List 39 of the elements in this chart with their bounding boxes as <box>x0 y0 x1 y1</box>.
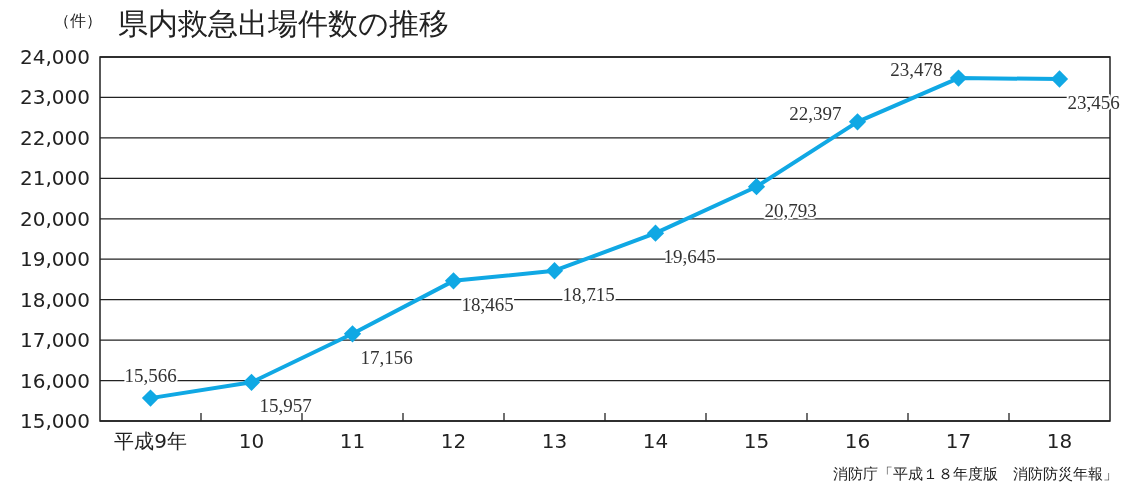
y-tick-label: 16,000 <box>20 368 90 393</box>
x-tick-label: 10 <box>238 429 265 453</box>
data-label: 22,397 <box>789 102 842 124</box>
y-tick-label: 24,000 <box>20 45 90 69</box>
x-tick-label: 12 <box>440 429 467 453</box>
y-tick-label: 17,000 <box>20 328 90 353</box>
point <box>646 224 665 242</box>
point <box>343 325 362 343</box>
point <box>242 373 261 391</box>
point <box>141 389 160 407</box>
x-tick-label: 17 <box>945 429 972 453</box>
point <box>848 113 867 131</box>
y-tick-label: 21,000 <box>20 166 90 191</box>
x-tick-label: 平成9年 <box>114 429 187 453</box>
x-tick-label: 18 <box>1046 429 1073 453</box>
point <box>949 69 968 87</box>
data-label: 23,478 <box>890 59 943 81</box>
x-tick-label: 13 <box>541 429 568 453</box>
data-label: 20,793 <box>764 199 817 221</box>
point <box>545 262 564 280</box>
x-tick-label: 14 <box>642 429 669 453</box>
x-tick-label: 16 <box>844 429 871 453</box>
data-label: 17,156 <box>360 346 413 368</box>
data-label: 15,957 <box>259 395 312 417</box>
point <box>444 272 463 290</box>
y-tick-label: 23,000 <box>20 85 90 110</box>
data-label: 18,465 <box>461 293 514 315</box>
x-tick-label: 15 <box>743 429 770 453</box>
y-tick-label: 15,000 <box>20 409 90 433</box>
y-axis-title: （件） <box>54 11 102 30</box>
x-tick-label: 11 <box>339 429 366 453</box>
y-tick-label: 19,000 <box>20 247 90 272</box>
point <box>747 178 766 196</box>
chart-title: 県内救急出場件数の推移 <box>118 6 449 41</box>
y-tick-label: 18,000 <box>20 287 90 312</box>
text: 消防庁「平成１８年度版 消防防災年報」 <box>833 465 1118 483</box>
y-tick-label: 22,000 <box>20 125 90 150</box>
y-tick-label: 20,000 <box>20 206 90 231</box>
point <box>1050 70 1069 88</box>
